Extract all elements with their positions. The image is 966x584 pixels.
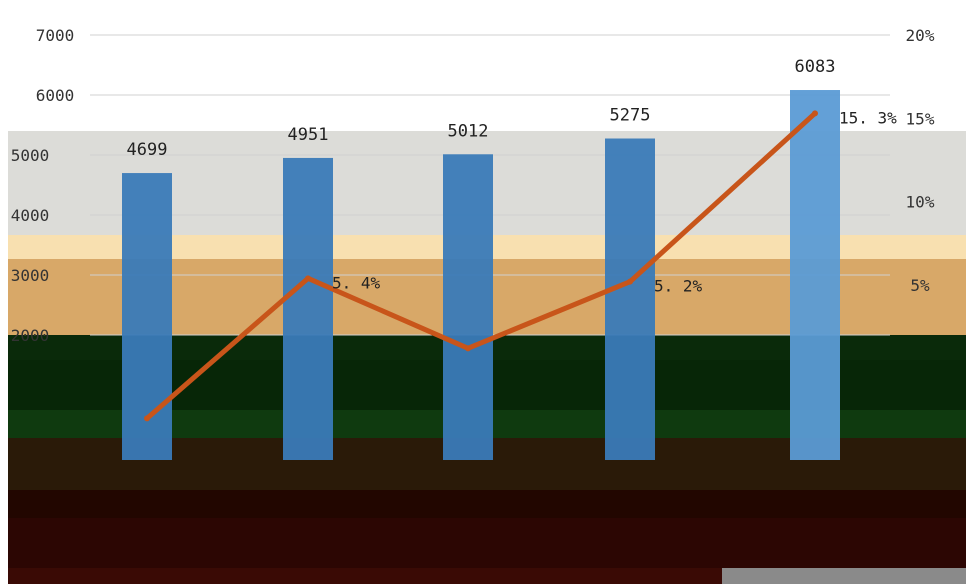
y-tick-label-right: 15%	[906, 109, 935, 128]
line-point	[305, 275, 311, 282]
y-tick-label-left: 4000	[11, 206, 50, 225]
line-value-label: 5. 2%	[654, 277, 703, 296]
bar	[790, 90, 840, 461]
line-point	[627, 278, 633, 285]
bar	[605, 138, 655, 460]
y-tick-label-right: 20%	[906, 26, 935, 45]
bar-value-label: 5012	[448, 121, 489, 141]
y-tick-label-left: 2000	[11, 326, 50, 345]
y-tick-label-left: 3000	[11, 266, 50, 285]
bar-value-label: 5275	[610, 106, 651, 126]
bar	[122, 173, 172, 460]
y-tick-label-right: 5%	[910, 276, 930, 295]
bar-value-label: 4951	[288, 125, 329, 145]
y-tick-label-right: 10%	[906, 193, 935, 212]
bar	[283, 157, 333, 460]
line-point	[465, 345, 471, 352]
line-value-label: 5. 4%	[332, 273, 381, 292]
glitch-band-dark-red	[8, 490, 966, 518]
line-value-label: 15. 3%	[839, 108, 897, 127]
bar-value-label: 6083	[795, 57, 836, 77]
bar	[443, 154, 493, 460]
line-point	[144, 415, 150, 422]
y-tick-label-left: 7000	[36, 26, 75, 45]
line-point	[812, 110, 818, 117]
bar-value-label: 4699	[127, 140, 168, 160]
y-tick-label-left: 6000	[36, 86, 75, 105]
glitch-band-bottom-right	[722, 568, 966, 584]
y-tick-label-left: 5000	[11, 146, 50, 165]
glitch-band-red	[8, 518, 966, 568]
